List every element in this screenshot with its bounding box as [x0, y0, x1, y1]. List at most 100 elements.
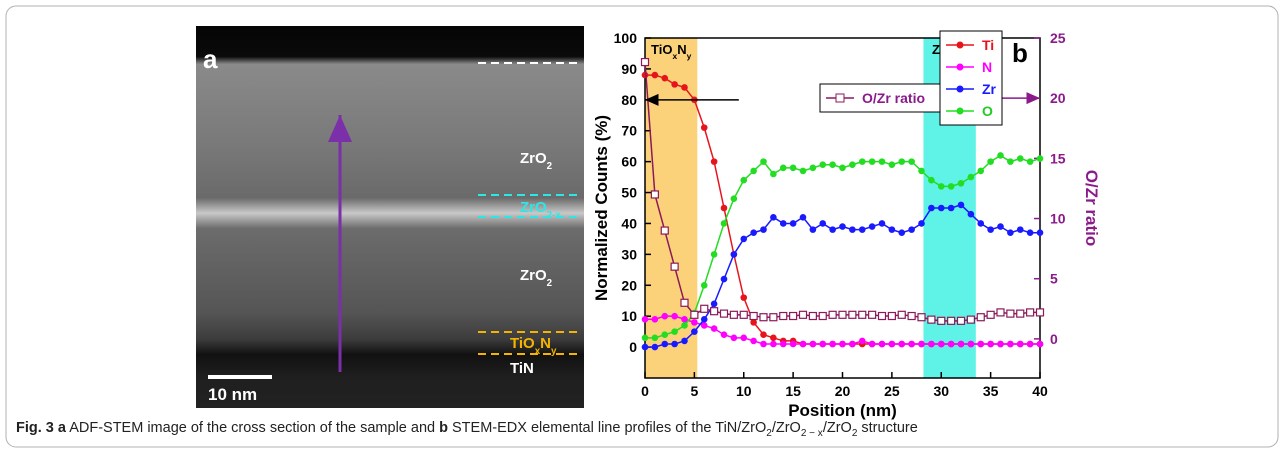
marker	[928, 204, 935, 212]
marker	[808, 311, 817, 321]
marker	[759, 313, 768, 322]
marker	[770, 170, 777, 178]
marker	[700, 322, 708, 329]
marker	[809, 226, 817, 233]
marker	[770, 213, 777, 221]
marker	[868, 340, 876, 348]
marker	[661, 331, 669, 339]
marker	[957, 340, 965, 348]
marker	[1016, 309, 1025, 318]
subscript: x	[535, 346, 541, 357]
marker	[928, 340, 935, 348]
marker	[740, 294, 748, 301]
y-axis-label: Normalized Counts (%)	[592, 115, 611, 301]
marker	[1007, 158, 1014, 165]
marker	[1016, 226, 1024, 233]
marker	[1026, 229, 1034, 237]
marker	[1006, 309, 1015, 318]
marker	[799, 340, 807, 348]
marker	[760, 340, 767, 348]
legend-marker	[956, 85, 964, 93]
marker	[829, 161, 836, 169]
y-tick-label: 90	[621, 61, 637, 77]
y-tick-label: 50	[621, 185, 637, 201]
marker	[868, 223, 876, 230]
marker	[700, 304, 709, 313]
marker	[710, 158, 718, 165]
marker	[1035, 308, 1045, 317]
x-tick-label: 0	[641, 383, 649, 399]
marker	[641, 315, 649, 323]
marker	[947, 340, 955, 348]
legend-label: O	[982, 103, 993, 119]
marker	[839, 340, 846, 348]
marker	[977, 340, 985, 348]
marker	[818, 311, 827, 321]
legend-marker	[956, 107, 964, 115]
y-tick-label: 20	[621, 277, 637, 293]
marker	[918, 340, 925, 348]
marker	[760, 331, 767, 339]
legend-box	[939, 30, 1003, 126]
marker	[898, 340, 906, 348]
marker	[789, 164, 797, 172]
marker	[730, 334, 738, 342]
marker	[789, 340, 797, 348]
marker	[691, 319, 698, 326]
marker	[760, 226, 767, 233]
text-part: TiO	[510, 335, 535, 352]
marker	[749, 311, 758, 321]
marker	[878, 158, 886, 165]
x-tick-label: 30	[933, 383, 949, 399]
marker	[849, 161, 856, 169]
subscript: 2-x	[547, 210, 562, 221]
marker	[641, 71, 649, 79]
y2-axis-label: O/Zr ratio	[1082, 170, 1101, 247]
caption-run: structure	[857, 420, 918, 436]
marker	[730, 251, 738, 258]
marker	[849, 340, 856, 348]
marker	[966, 315, 975, 324]
marker	[1016, 340, 1024, 348]
caption-run: 2	[851, 427, 858, 439]
marker	[809, 164, 817, 172]
y-tick-label: 100	[614, 30, 638, 46]
marker	[789, 220, 797, 227]
marker	[997, 340, 1004, 348]
marker	[928, 176, 935, 184]
marker	[661, 340, 669, 348]
legend-label: O/Zr ratio	[862, 90, 925, 106]
y2-tick-label: 15	[1050, 150, 1066, 166]
marker	[887, 311, 896, 321]
marker	[671, 328, 678, 335]
marker	[858, 337, 866, 345]
marker	[917, 313, 926, 322]
caption: Fig. 3 a ADF-STEM image of the cross sec…	[16, 420, 918, 439]
caption-run: 2 − x	[800, 427, 823, 439]
caption-run: b	[439, 420, 448, 436]
marker	[908, 340, 915, 348]
marker	[878, 340, 886, 348]
marker	[809, 340, 817, 348]
marker	[779, 220, 787, 227]
marker	[908, 226, 915, 233]
marker	[710, 307, 719, 316]
marker	[681, 315, 688, 323]
marker	[868, 310, 877, 319]
marker	[779, 340, 787, 348]
marker	[898, 229, 906, 237]
marker	[651, 315, 659, 323]
layer-label: ZrO2	[520, 150, 553, 172]
legend-marker	[956, 63, 964, 71]
subscript: 2	[547, 161, 553, 172]
text-part: N	[540, 335, 551, 352]
marker	[937, 340, 945, 348]
marker	[838, 310, 847, 319]
marker	[770, 340, 777, 348]
marker	[828, 310, 837, 319]
y-tick-label: 30	[621, 246, 637, 262]
text-part: TiN	[510, 360, 534, 377]
marker	[740, 235, 748, 243]
x-tick-label: 40	[1032, 383, 1048, 399]
marker	[700, 315, 708, 323]
